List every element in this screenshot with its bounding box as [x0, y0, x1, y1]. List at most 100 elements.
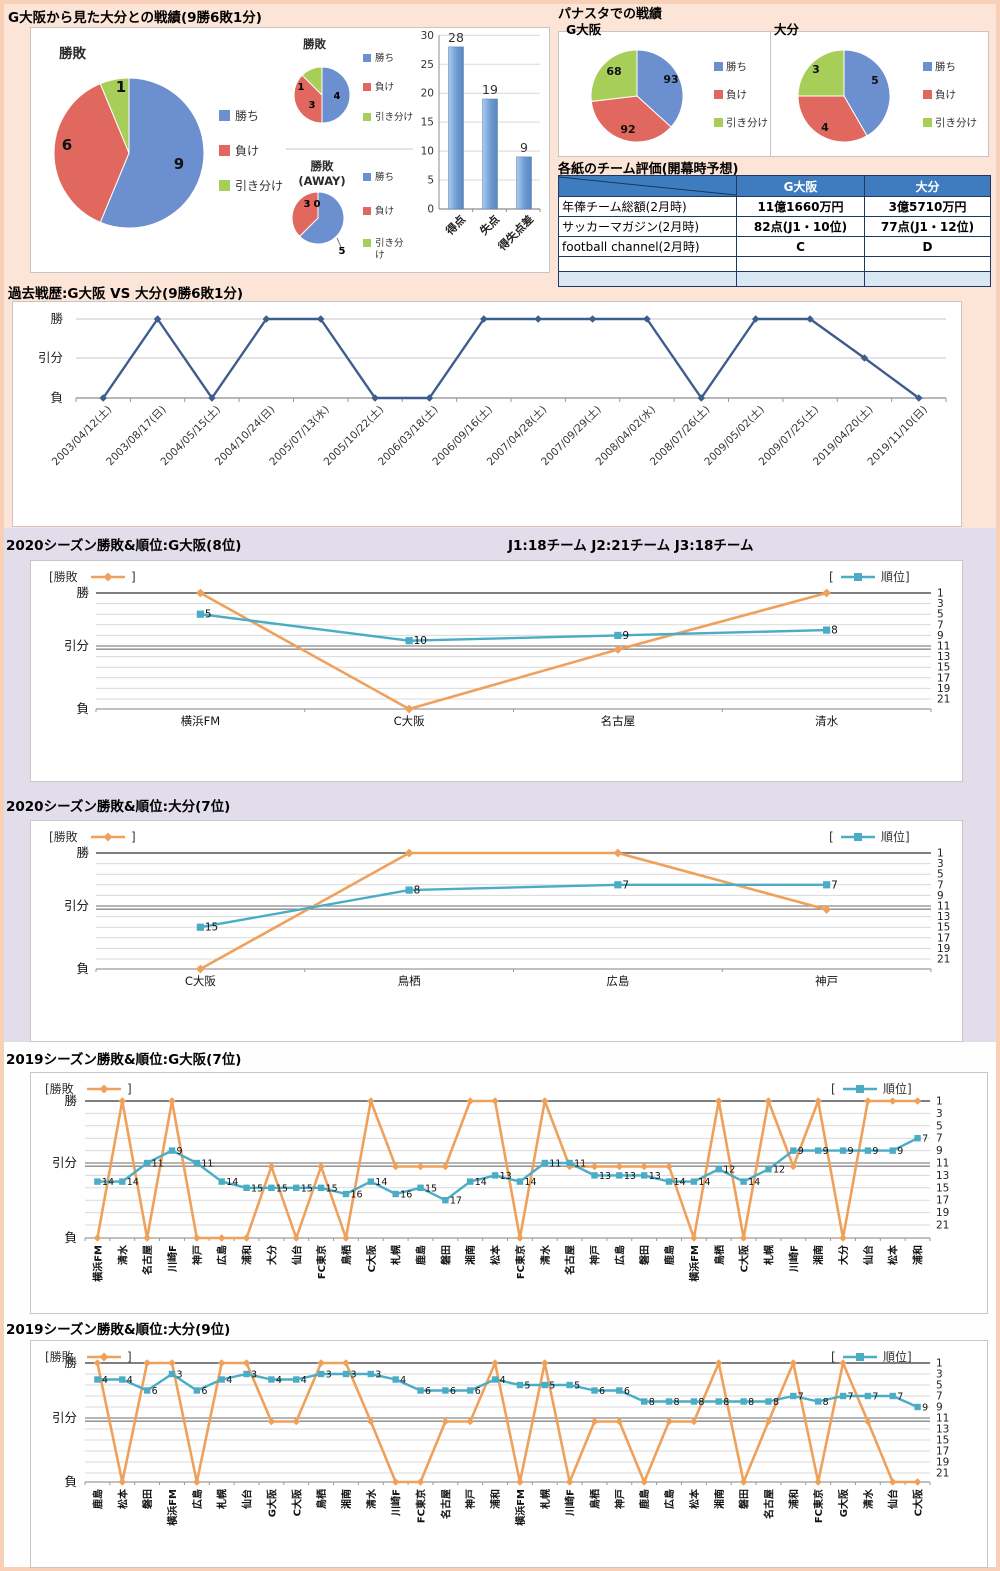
- chart-panel-rank-2019-oita[interactable]: 1 3 5 7 9 11 13 15 17 19 21 勝引分負 4 4 6 3 6 4 3 4 4 3 3 3 4 6 6 6 4 5 5…: [30, 1340, 988, 1568]
- svg-text:札幌: 札幌: [216, 1489, 229, 1510]
- data-point-marker: [94, 1178, 101, 1185]
- svg-text:14: 14: [698, 1177, 710, 1188]
- data-point-marker: [665, 1178, 673, 1185]
- svg-text:FC東京: FC東京: [415, 1489, 428, 1523]
- svg-text:勝ち: 勝ち: [726, 60, 747, 73]
- chart-panel-panasta-oita-pie[interactable]: 5 4 3 勝ち 負け 引き分け: [770, 31, 989, 157]
- history-result-line: [102, 317, 920, 400]
- data-point-marker: [765, 1166, 772, 1173]
- svg-text:14: 14: [102, 1177, 114, 1188]
- data-point-marker: [118, 1478, 127, 1486]
- season-2019-gamba-title: 2019シーズン勝敗&順位:G大阪(7位): [6, 1052, 242, 1068]
- svg-text:13: 13: [500, 1171, 512, 1182]
- svg-text:清水: 清水: [862, 1488, 875, 1509]
- series-rank: 4 4 6 3 6 4 3 4 4 3 3 3 4 6 6 6 4 5 5 5 6 6 8 8 8 8 8 8 7 8 7 7 7 9: [94, 1370, 928, 1414]
- data-point-marker: [367, 1370, 375, 1378]
- data-point-marker: [516, 1478, 524, 1486]
- svg-text:広島: 広島: [613, 1245, 626, 1265]
- table-cell[interactable]: 11億1660万円: [736, 196, 865, 217]
- chart-panel-panasta-gamba-pie[interactable]: 93 92 68 勝ち 負け 引き分け: [558, 31, 772, 157]
- svg-text:磐田: 磐田: [439, 1245, 452, 1265]
- table-cell[interactable]: サッカーマガジン(2月時): [558, 216, 737, 237]
- svg-text:札幌: 札幌: [390, 1245, 403, 1266]
- svg-text:6: 6: [425, 1386, 431, 1397]
- table-column-header[interactable]: 大分: [864, 175, 991, 197]
- data-point-marker: [367, 1417, 375, 1426]
- data-point-marker: [196, 923, 204, 931]
- table-cell[interactable]: [558, 271, 737, 287]
- team-evaluation-table[interactable]: G大阪 大分年俸チーム総額(2月時) 11億1660万円 3億5710万円サッカーマガ…: [558, 175, 991, 287]
- svg-text:5: 5: [574, 1381, 580, 1392]
- svg-text:名古屋: 名古屋: [564, 1245, 577, 1275]
- chart-panel-rank-2020-oita[interactable]: 1 3 5 7 9 11 13 15 17 19 21 勝引分負 15 8 7 7 C大阪 鳥栖 広島 神戸 [勝敗][…: [30, 820, 963, 1042]
- svg-text:浦和: 浦和: [787, 1489, 800, 1509]
- svg-text:9: 9: [174, 155, 184, 173]
- table-cell[interactable]: 82点(J1・10位): [736, 216, 865, 237]
- legend-swatch: [923, 62, 932, 71]
- svg-text:11: 11: [152, 1159, 164, 1170]
- data-point-marker: [405, 637, 413, 645]
- svg-text:負け: 負け: [375, 205, 394, 217]
- svg-text:19: 19: [937, 943, 950, 955]
- svg-text:8: 8: [773, 1397, 779, 1408]
- table-cell[interactable]: 年俸チーム総額(2月時): [558, 196, 737, 217]
- svg-text:清水: 清水: [116, 1244, 129, 1265]
- chart-panel-rank-2020-gamba[interactable]: 1 3 5 7 9 11 13 15 17 19 21 勝引分負 5 10 9 8 横浜FM C大阪 名古屋 清水 [勝…: [30, 560, 963, 782]
- svg-text:仙台: 仙台: [290, 1245, 303, 1265]
- pie-slice: [590, 95, 672, 143]
- chart-panel-goals-bar[interactable]: 0 5 10 15 20 25 30 28 得点 19 失点 9 得失点差: [413, 27, 550, 273]
- data-point-marker: [591, 1172, 598, 1179]
- chart-panel-winloss-total[interactable]: 勝敗 9 6 1 勝ち 負け 引き分け: [30, 27, 288, 273]
- table-cell[interactable]: 77点(J1・12位): [864, 216, 991, 237]
- svg-text:14: 14: [748, 1177, 760, 1188]
- svg-text:30: 30: [421, 30, 434, 42]
- table-cell[interactable]: C: [736, 236, 865, 257]
- svg-text:]: ]: [131, 570, 136, 584]
- data-point-marker: [534, 315, 542, 323]
- table-cell[interactable]: [864, 256, 991, 272]
- data-point-marker: [540, 1097, 549, 1105]
- svg-text:8: 8: [823, 1397, 829, 1408]
- table-corner-cell[interactable]: [558, 175, 737, 197]
- data-point-marker: [516, 1178, 524, 1185]
- svg-text:16: 16: [350, 1190, 362, 1201]
- svg-text:鹿島: 鹿島: [415, 1245, 428, 1265]
- pie-slices: [590, 49, 684, 143]
- svg-text:負: 負: [76, 961, 89, 976]
- svg-text:4: 4: [301, 1375, 307, 1386]
- table-cell[interactable]: [736, 256, 865, 272]
- svg-text:6: 6: [475, 1386, 481, 1397]
- legend-swatch: [923, 118, 932, 127]
- data-point-marker: [143, 1359, 151, 1367]
- svg-text:負け: 負け: [726, 89, 747, 101]
- table-cell[interactable]: 3億5710万円: [864, 196, 991, 217]
- table-cell[interactable]: [736, 271, 865, 287]
- table-cell[interactable]: [558, 256, 737, 272]
- data-point-marker: [765, 1398, 772, 1405]
- table-cell[interactable]: D: [864, 236, 991, 257]
- svg-text:神戸: 神戸: [588, 1245, 601, 1265]
- svg-text:9: 9: [622, 630, 629, 642]
- data-point-marker: [764, 1417, 773, 1426]
- svg-text:勝敗: 勝敗: [311, 159, 334, 173]
- data-point-marker: [392, 1376, 399, 1383]
- data-point-marker: [103, 832, 113, 842]
- table-cell[interactable]: football channel(2月時): [558, 236, 737, 257]
- data-point-marker: [168, 1147, 176, 1154]
- data-point-marker: [613, 848, 623, 858]
- svg-text:負け: 負け: [375, 81, 394, 93]
- chart-panel-winloss-home-away[interactable]: 勝敗 4 3 1 勝ち 負け 引き分け 勝敗 (AWAY) 5 3 0 勝ち 負け 引き分け: [286, 27, 414, 273]
- data-point-marker: [217, 1234, 226, 1242]
- chart-panel-rank-2019-gamba[interactable]: 1 3 5 7 9 11 13 15 17 19 21 勝引分負 14 14 11 9 11 14 15 15 15 15…: [30, 1072, 988, 1314]
- table-cell[interactable]: [864, 271, 991, 287]
- svg-text:1: 1: [937, 848, 944, 860]
- table-column-header[interactable]: G大阪: [736, 175, 865, 197]
- svg-text:引分: 引分: [52, 1410, 77, 1425]
- svg-text:札幌: 札幌: [539, 1489, 552, 1510]
- svg-text:大分: 大分: [837, 1245, 850, 1265]
- svg-text:5: 5: [427, 175, 434, 187]
- data-point-marker: [391, 1478, 400, 1486]
- chart-panel-history-line[interactable]: 勝引分負 2003/04/12(土) 2003/08/17(日) 2004/05/15…: [12, 301, 962, 527]
- data-point-marker: [119, 1376, 126, 1383]
